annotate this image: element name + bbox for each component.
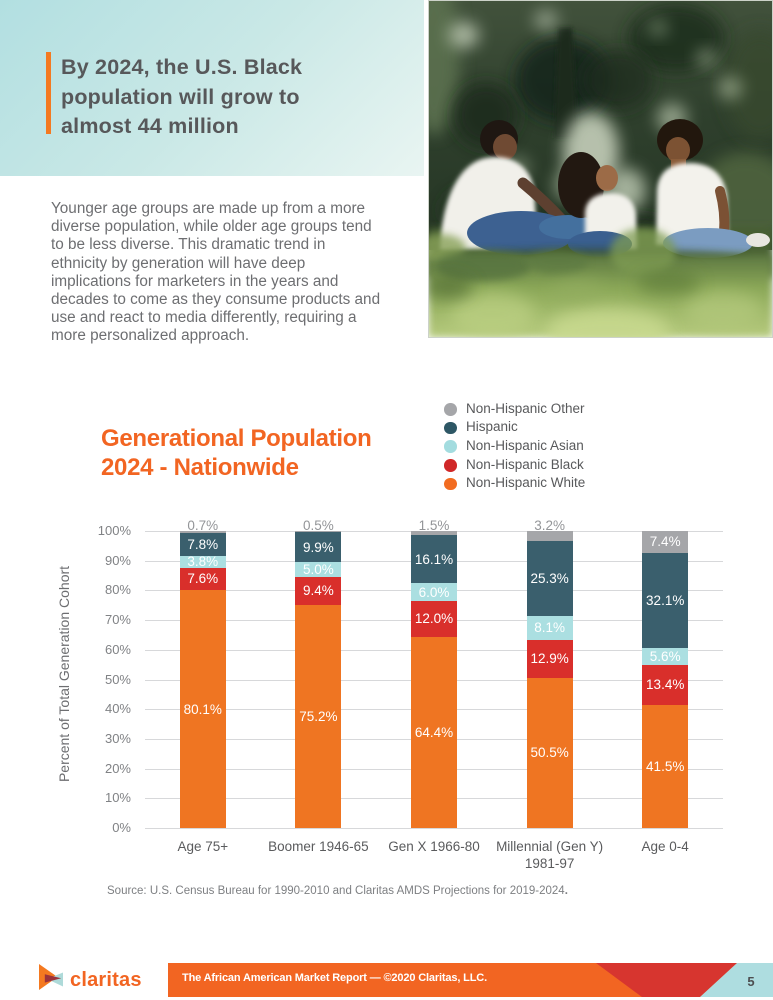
svg-text:claritas: claritas [70, 969, 142, 991]
